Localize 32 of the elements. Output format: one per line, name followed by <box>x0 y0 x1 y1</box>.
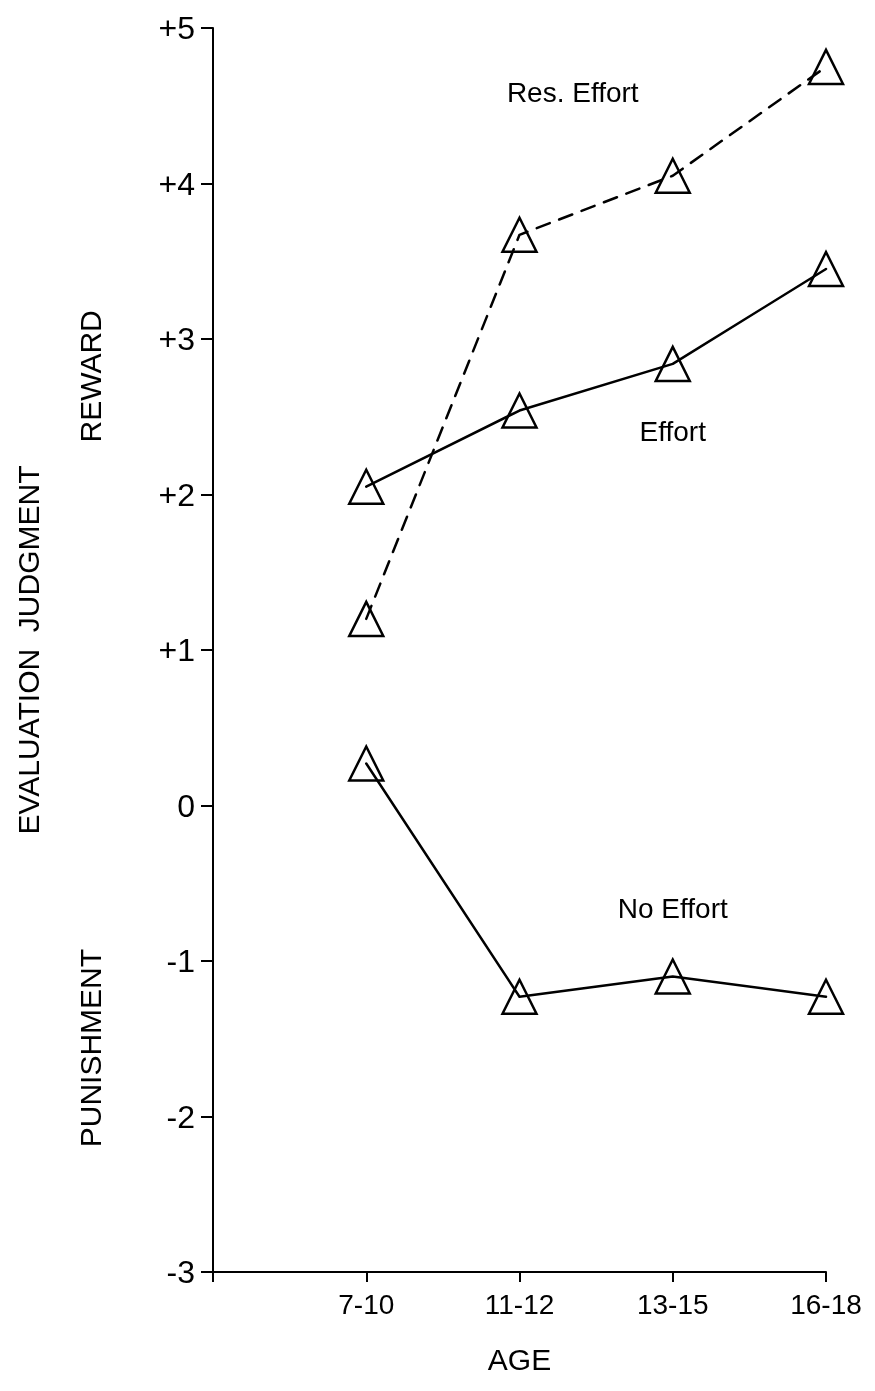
text: Res. Effort <box>506 77 639 109</box>
y-tick-label: -3 <box>166 1254 195 1290</box>
series-label: Effort <box>639 416 707 448</box>
point <box>501 978 538 1016</box>
point <box>654 157 691 194</box>
y-tick-label: +5 <box>158 10 195 46</box>
text: REWARD <box>73 310 107 443</box>
point <box>348 600 385 638</box>
x-tick-label: 11-12 <box>484 1288 555 1320</box>
y-tick-label: +2 <box>158 476 195 513</box>
y-tick-label: -1 <box>166 943 195 979</box>
point <box>348 745 385 782</box>
y-axis-title: EVALUATION JUDGMENT <box>11 465 45 835</box>
x-tick-label: 13-15 <box>636 1288 709 1320</box>
point <box>807 978 845 1016</box>
point <box>654 958 691 995</box>
y-tick-label: +1 <box>158 632 195 668</box>
x-tick-label: 7-10 <box>338 1288 395 1320</box>
y-tick-label: -2 <box>166 1098 195 1135</box>
point <box>501 392 538 429</box>
point <box>501 216 538 254</box>
point <box>807 250 845 288</box>
x-tick-label: 16-18 <box>790 1288 862 1320</box>
y-tick-label: 0 <box>177 787 195 824</box>
y-tick-label: +4 <box>158 165 195 202</box>
point <box>807 48 845 86</box>
text: PUNISHMENT <box>73 948 107 1148</box>
x-axis-title: AGE <box>487 1342 552 1376</box>
point <box>348 468 385 505</box>
y-tick-label: +3 <box>158 321 195 357</box>
point <box>654 345 691 383</box>
series-label: No Effort <box>617 893 728 925</box>
